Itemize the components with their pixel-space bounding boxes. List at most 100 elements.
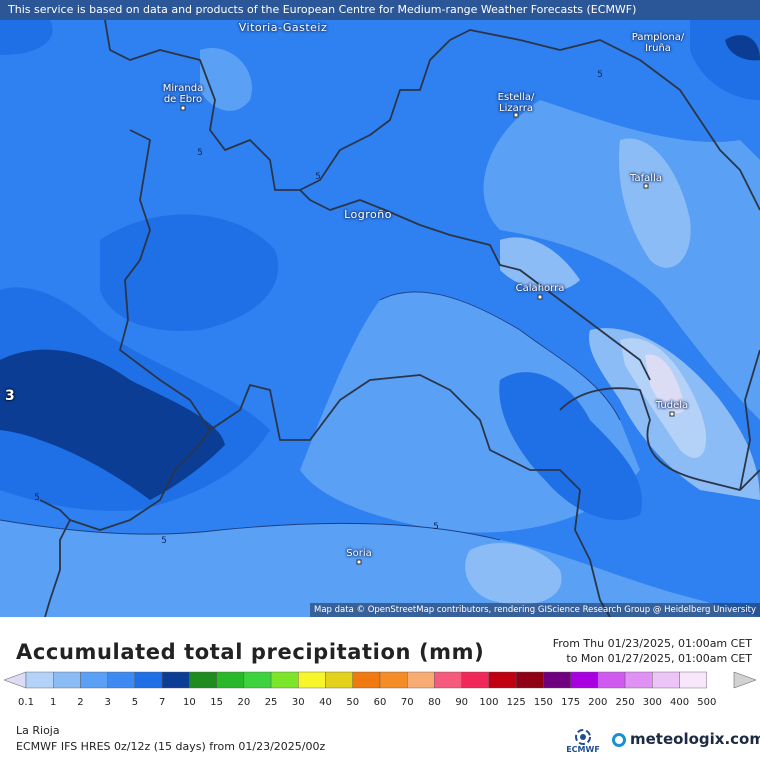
city-name-line: Lizarra [499,103,533,114]
scale-tick-label: 150 [533,697,553,708]
precip-area-3mm [483,100,760,420]
scale-tick-label: 60 [373,697,387,708]
city-label-tudela: Tudela [656,400,688,411]
city-name-line: Tafalla [630,173,662,184]
scale-swatch [25,671,54,689]
scale-swatch [570,671,599,689]
city-label-logrono: Logroño [344,209,392,220]
scale-swatch [325,671,353,689]
city-name-line: Tudela [655,400,689,411]
scale-swatch [107,671,136,689]
scale-tick-label: 90 [455,697,469,708]
scale-tick-label: 25 [264,697,278,708]
scale-swatch [216,671,245,689]
scale-tick-label: 5 [131,697,139,708]
scale-swatch [270,671,299,689]
scale-tick-label: 7 [158,697,166,708]
contour-label: 5 [34,493,40,503]
scale-tick-label: 175 [561,697,581,708]
scale-tick-label: 500 [697,697,717,708]
contour-label: 5 [433,522,439,532]
precip-area-10mm [0,349,225,500]
scale-swatch [407,671,435,689]
city-marker [180,105,186,111]
city-label-tafalla: Tafalla [630,173,662,184]
scale-swatch [543,671,571,689]
scale-tick-label: 3 [104,697,111,708]
scale-tick-label: 250 [615,697,635,708]
precip-area-2mm [465,542,562,605]
scale-tick-label: 20 [237,697,251,708]
city-name-line: Vitoria-Gasteiz [238,21,328,34]
scale-tick-label: 10 [183,697,196,708]
city-name-line: Soria [346,548,372,559]
period-to: to Mon 01/27/2025, 01:00am CET [566,652,752,665]
precip-area-7mm [0,20,53,55]
precip-area-0-1mm [645,354,685,414]
scale-swatch [352,671,381,689]
scale-swatch [515,671,544,689]
precip-area-10mm [725,35,760,61]
city-name-line: Iruña [645,43,671,54]
precipitation-map[interactable]: This service is based on data and produc… [0,0,760,617]
city-label-soria: Soria [346,548,371,559]
scale-tick-label: 50 [346,697,360,708]
city-label-calahorra: Calahorra [516,283,565,294]
region-borders [39,19,760,617]
city-name-line: Pamplona/ [631,32,685,43]
scale-swatch [53,671,81,689]
precipitation-field [0,0,760,617]
city-label-pamplona: Pamplona/Iruña [632,32,685,54]
scale-tick-label: 200 [588,697,608,708]
city-name-line: Estella/ [497,92,535,103]
scale-swatch [4,671,27,689]
city-marker [356,559,362,565]
city-name-line: Logroño [344,208,392,221]
city-label-estella: Estella/Lizarra [498,92,535,114]
color-scale-bar [4,671,756,689]
precip-area-3mm [0,520,760,617]
scale-swatch [189,671,217,689]
scale-tick-label: 100 [479,697,499,708]
city-name-line: de Ebro [163,94,203,105]
scale-tick-label: 30 [291,697,305,708]
scale-tick-label: 80 [428,697,441,708]
period-from: From Thu 01/23/2025, 01:00am CET [552,637,752,650]
legend-title: Accumulated total precipitation (mm) [16,640,485,664]
forecast-period: From Thu 01/23/2025, 01:00am CET to Mon … [553,636,752,666]
precip-area-2mm [500,237,580,291]
scale-swatch [298,671,326,689]
color-scale-labels: 0.1 1 2 3 5 7 10 15 20 25 30 40 50 60 70 80 90 100 125 150 1… [0,697,760,711]
contour-label: 5 [315,172,321,182]
city-marker [643,183,649,189]
scale-swatch [488,671,517,689]
city-label-vitoria-gasteiz: Vitoria-Gasteiz [239,22,327,33]
data-source-banner: This service is based on data and produc… [0,0,760,20]
precip-area-2mm [619,138,691,268]
scale-swatch [597,671,626,689]
scale-tick-label: 400 [669,697,690,708]
scale-swatch [434,671,462,689]
ecmwf-logo: ECMWF [558,728,608,756]
scale-swatch [161,671,190,689]
ecmwf-logo-icon [575,729,591,745]
region-name: La Rioja [16,724,60,737]
scale-tick-label: 0.1 [18,697,34,708]
map-attribution[interactable]: Map data © OpenStreetMap contributors, r… [310,603,760,617]
ecmwf-logo-text: ECMWF [566,745,600,754]
scale-swatch [134,671,163,689]
meteologix-logo[interactable]: meteologix.com [630,730,760,748]
contour-lines [0,291,621,541]
scale-tick-label: 1 [50,697,57,708]
city-marker [537,294,543,300]
scale-tick-label: 70 [400,697,414,708]
city-label-miranda-de-ebro: Miranda de Ebro [163,83,203,105]
precip-area-7mm [499,372,642,521]
scale-swatch [652,671,680,689]
scale-swatch [243,671,272,689]
city-name-line: Calahorra [515,283,565,294]
city-marker [513,112,519,118]
model-info: ECMWF IFS HRES 0z/12z (15 days) from 01/… [16,740,326,753]
scale-swatch [679,671,707,689]
scale-swatch [733,671,756,689]
